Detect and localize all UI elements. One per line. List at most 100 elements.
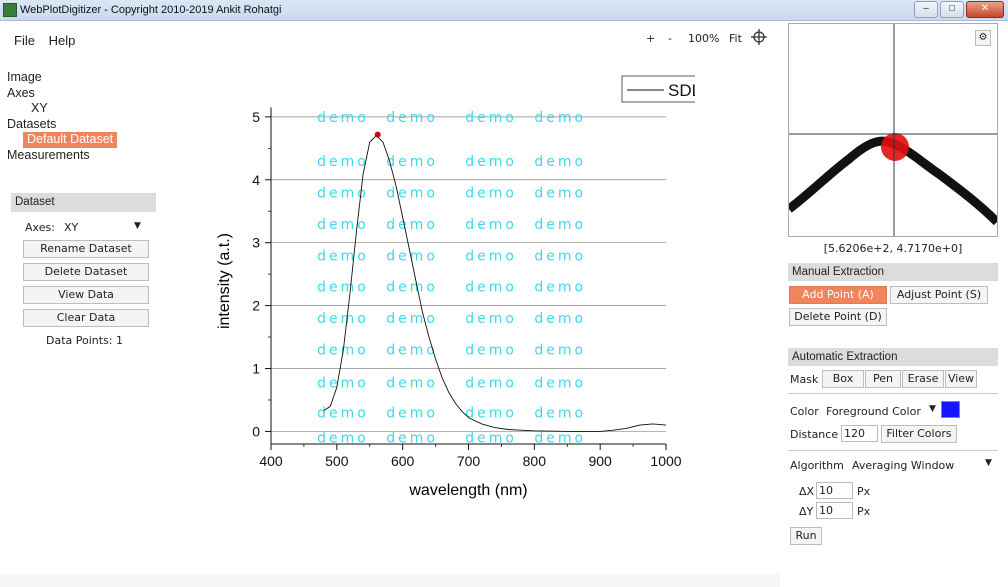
run-button[interactable]: Run [790, 527, 822, 545]
x-tick-label: 500 [325, 453, 349, 469]
x-axis: 400 500 600 700 800 900 1000 [259, 443, 682, 469]
demo-watermark: demo [465, 343, 517, 359]
color-swatch[interactable] [941, 401, 960, 418]
adjust-point-button[interactable]: Adjust Point (S) [890, 286, 988, 304]
demo-watermark: demo [465, 217, 517, 233]
tree-item-image[interactable]: Image [7, 70, 42, 84]
delta-x-unit: Px [857, 485, 871, 498]
color-mode-dropdown-icon[interactable]: ▼ [929, 404, 936, 414]
demo-watermark: demo [386, 217, 438, 233]
demo-watermark: demo [534, 343, 586, 359]
demo-watermark: demo [317, 110, 369, 126]
zoom-out-button[interactable]: - [668, 32, 672, 45]
demo-watermark: demo [317, 280, 369, 296]
y-tick-label: 4 [252, 172, 260, 188]
mask-pen-button[interactable]: Pen [865, 370, 901, 388]
tree-item-default-dataset[interactable]: Default Dataset [23, 132, 118, 148]
menu-help[interactable]: Help [48, 33, 76, 48]
demo-watermark: demo [534, 406, 586, 422]
legend: SDL3500-1 [621, 75, 695, 103]
demo-watermark: demo [317, 154, 369, 170]
distance-input[interactable]: 120 [841, 425, 878, 442]
plot-grid [271, 116, 666, 432]
clear-data-button[interactable]: Clear Data [23, 309, 149, 327]
dataset-panel-header: Dataset [11, 193, 156, 212]
axes-dropdown-arrow-icon[interactable]: ▼ [134, 221, 141, 231]
demo-watermark: demo [317, 343, 369, 359]
algorithm-select[interactable]: Averaging Window [852, 459, 955, 472]
mask-erase-button[interactable]: Erase [902, 370, 944, 388]
rename-dataset-button[interactable]: Rename Dataset [23, 240, 149, 258]
demo-watermark: demo [317, 431, 369, 447]
demo-watermark: demo [465, 375, 517, 391]
y-axis: 0 1 2 3 4 5 [252, 107, 272, 444]
delta-x-input[interactable]: 10 [816, 482, 853, 499]
tree-item-axes[interactable]: Axes [7, 85, 35, 100]
delete-dataset-button[interactable]: Delete Dataset [23, 263, 149, 281]
series-line [323, 135, 667, 432]
menu-file[interactable]: File [14, 33, 35, 48]
add-point-button[interactable]: Add Point (A) [789, 286, 887, 304]
tree-item-axes-xy[interactable]: XY [31, 101, 48, 115]
demo-watermark: demo [534, 431, 586, 447]
window-controls: – □ ✕ [914, 1, 1004, 19]
gear-icon[interactable]: ⚙ [975, 30, 991, 46]
automatic-extraction-header: Automatic Extraction [788, 348, 998, 366]
demo-watermark: demo [534, 217, 586, 233]
demo-watermark: demo [465, 406, 517, 422]
bottom-strip [0, 574, 780, 587]
fit-button[interactable]: Fit [729, 32, 742, 45]
tree-item-datasets[interactable]: Datasets [7, 116, 57, 131]
y-tick-label: 1 [252, 361, 260, 377]
demo-watermark: demo [534, 311, 586, 327]
color-mode-select[interactable]: Foreground Color [826, 405, 921, 418]
demo-watermark: demo [465, 311, 517, 327]
magnifier-view: ⚙ [786, 23, 1001, 237]
magnifier-image [786, 24, 1001, 236]
close-button[interactable]: ✕ [966, 1, 1004, 18]
x-tick-label: 800 [523, 453, 547, 469]
algorithm-dropdown-icon[interactable]: ▼ [985, 458, 992, 468]
title-bar: WebPlotDigitizer - Copyright 2010-2019 A… [0, 0, 1008, 21]
demo-watermark: demo [386, 110, 438, 126]
section-divider [788, 393, 998, 394]
demo-watermark: demo [465, 110, 517, 126]
mask-box-button[interactable]: Box [822, 370, 864, 388]
zoom-level: 100% [688, 32, 720, 45]
demo-watermark: demo [317, 406, 369, 422]
filter-colors-button[interactable]: Filter Colors [881, 425, 957, 443]
demo-watermark: demo [386, 154, 438, 170]
demo-watermark: demo [534, 154, 586, 170]
x-tick-label: 1000 [650, 453, 681, 469]
y-tick-label: 0 [252, 423, 260, 439]
plot-canvas[interactable]: demo demo demo demo demo demo demo demo demo demo… [205, 60, 695, 520]
mask-view-button[interactable]: View [945, 370, 977, 388]
x-axis-label: wavelength (nm) [408, 482, 527, 499]
x-tick-label: 400 [259, 453, 283, 469]
demo-watermark: demo [386, 343, 438, 359]
tree-item-measurements[interactable]: Measurements [7, 147, 90, 162]
window-title: WebPlotDigitizer - Copyright 2010-2019 A… [20, 4, 282, 16]
demo-watermark: demo [317, 248, 369, 264]
y-tick-label: 5 [252, 109, 260, 125]
axes-select-value[interactable]: XY [64, 221, 79, 234]
maximize-button[interactable]: □ [940, 1, 964, 18]
delete-point-button[interactable]: Delete Point (D) [789, 308, 887, 326]
demo-watermark: demo [386, 431, 438, 447]
demo-watermark: demo [534, 375, 586, 391]
demo-watermarks: demo demo demo demo demo demo demo demo demo demo… [317, 110, 586, 447]
delta-y-input[interactable]: 10 [816, 502, 853, 519]
view-data-button[interactable]: View Data [23, 286, 149, 304]
legend-series-label: SDL3500-1 [668, 81, 695, 100]
color-label: Color [790, 405, 819, 418]
zoom-in-button[interactable]: + [646, 32, 656, 45]
data-points-count: Data Points: 1 [46, 334, 124, 347]
mask-label: Mask [790, 373, 819, 386]
distance-label: Distance [790, 428, 839, 441]
y-tick-label: 3 [252, 235, 260, 251]
minimize-button[interactable]: – [914, 1, 938, 18]
demo-watermark: demo [386, 185, 438, 201]
x-tick-label: 700 [457, 453, 481, 469]
digitized-point[interactable] [374, 131, 381, 138]
crosshair-icon[interactable] [751, 29, 767, 48]
